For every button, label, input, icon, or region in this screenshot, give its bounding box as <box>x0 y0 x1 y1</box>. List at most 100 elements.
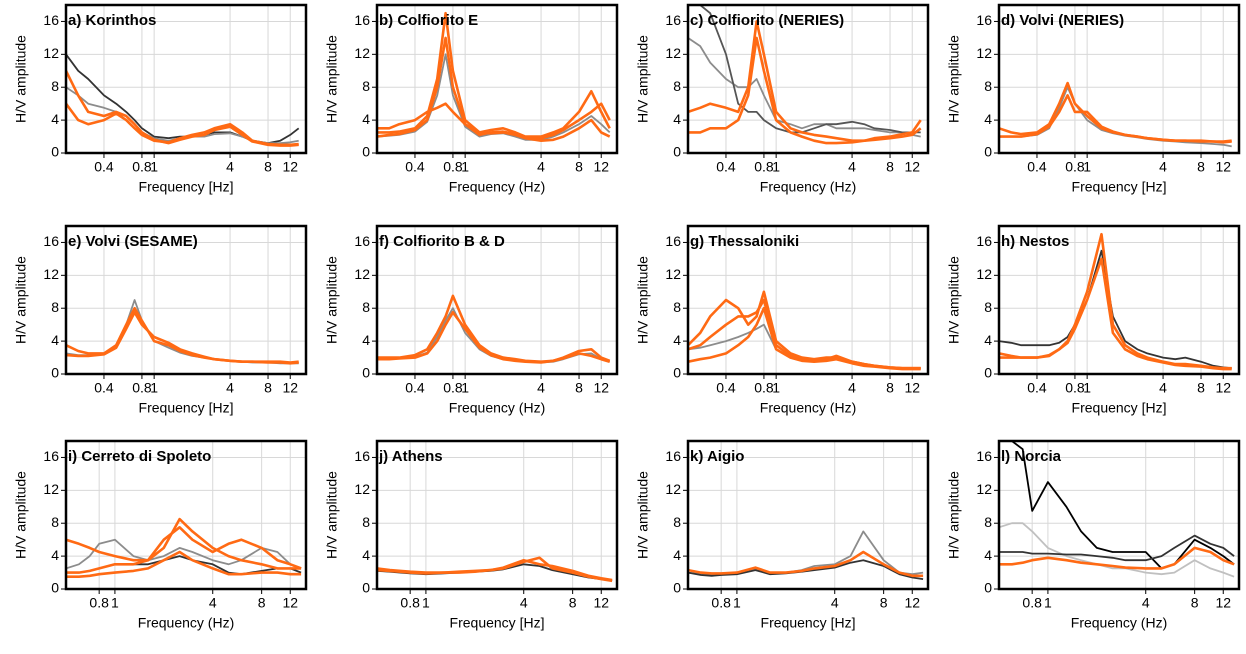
hv-curve <box>999 232 1232 370</box>
y-tick-label: 0 <box>362 580 370 596</box>
hv-curve <box>66 526 302 574</box>
y-tick-label: 0 <box>673 580 681 596</box>
panel-title: h) Nestos <box>1001 233 1069 250</box>
y-axis-label: H/V amplitude <box>324 471 340 559</box>
plot-frame <box>686 439 930 591</box>
plot-frame <box>997 224 1241 376</box>
x-tick-label: 4 <box>520 595 528 611</box>
x-axis-label: Frequency (Hz) <box>1071 615 1167 631</box>
plot-frame <box>997 439 1241 591</box>
plot-frame <box>64 439 308 591</box>
y-axis-label: H/V amplitude <box>946 35 962 123</box>
panel-title: a) Korinthos <box>68 12 156 29</box>
y-tick-label: 4 <box>984 547 992 563</box>
hv-curve <box>688 36 922 145</box>
y-tick-label: 8 <box>51 78 59 94</box>
panel-title: j) Athens <box>378 448 443 465</box>
hv-curve <box>66 53 300 144</box>
y-tick-label: 16 <box>976 12 992 28</box>
y-tick-label: 0 <box>673 144 681 160</box>
panel: 0 4 8 12 16 0.4 0.81 4 8 12 d) Volvi (NERIES) Frequ… <box>946 3 1241 195</box>
y-tick-label: 8 <box>51 299 59 315</box>
x-tick-label: 4 <box>1159 380 1167 396</box>
y-tick-label: 4 <box>51 332 59 348</box>
x-tick-label: 0.4 <box>1027 159 1047 175</box>
y-axis-label: H/V amplitude <box>946 256 962 344</box>
y-axis-label: H/V amplitude <box>635 35 651 123</box>
x-tick-label: 1 <box>422 595 430 611</box>
curves <box>377 11 611 142</box>
y-tick-label: 12 <box>665 266 681 282</box>
y-tick-label: 0 <box>984 365 992 381</box>
x-tick-label: 12 <box>904 380 920 396</box>
x-axis-label: Frequency [Hz] <box>761 615 856 631</box>
y-tick-label: 16 <box>976 448 992 464</box>
plot-frame <box>686 224 930 376</box>
curves <box>66 53 300 147</box>
y-axis-label: H/V amplitude <box>946 471 962 559</box>
hv-curve <box>377 311 611 364</box>
y-tick-label: 0 <box>51 580 59 596</box>
panel: 0 4 8 12 16 0.8 1 4 8 12 j) Athens Frequency [Hz] H/… <box>324 439 619 631</box>
panel-title: g) Thessaloniki <box>690 233 799 250</box>
x-axis-label: Frequency (Hz) <box>760 179 856 195</box>
y-tick-label: 0 <box>51 144 59 160</box>
x-axis-label: Frequency (Hz) <box>138 615 234 631</box>
panel: 0 4 8 12 16 0.4 0.81 4 8 12 b) Colfiorito E Frequen… <box>324 3 619 195</box>
y-tick-label: 0 <box>673 365 681 381</box>
y-tick-label: 4 <box>673 332 681 348</box>
x-tick-label: 0.8 <box>754 159 774 175</box>
x-tick-label: 12 <box>1215 159 1231 175</box>
x-tick-label: 12 <box>593 380 609 396</box>
x-tick-label: 8 <box>575 380 583 396</box>
x-tick-label: 1 <box>150 380 158 396</box>
x-tick-label: 0.4 <box>405 159 425 175</box>
plot-frame <box>997 3 1241 155</box>
x-tick-label: 4 <box>226 380 234 396</box>
x-axis-label: Frequency (Hz) <box>760 400 856 416</box>
curves <box>377 294 611 364</box>
panel: 0 4 8 12 16 0.4 0.81 4 8 12 e) Volvi (SESAME) Frequ… <box>13 224 308 416</box>
x-tick-label: 4 <box>209 595 217 611</box>
plot-frame <box>375 439 619 591</box>
y-tick-label: 16 <box>354 233 370 249</box>
hv-curve <box>688 306 921 371</box>
y-tick-label: 12 <box>976 481 992 497</box>
y-tick-label: 16 <box>976 233 992 249</box>
y-axis-label: H/V amplitude <box>635 471 651 559</box>
y-tick-label: 4 <box>362 332 370 348</box>
hv-curve <box>66 517 302 570</box>
y-tick-label: 4 <box>984 111 992 127</box>
y-tick-label: 16 <box>354 448 370 464</box>
y-tick-label: 4 <box>673 547 681 563</box>
x-tick-label: 4 <box>226 159 234 175</box>
x-tick-label: 1 <box>772 380 780 396</box>
hv-curve <box>688 290 921 370</box>
x-tick-label: 0.8 <box>443 159 463 175</box>
panel-title: k) Aigio <box>690 448 744 465</box>
y-tick-label: 8 <box>984 514 992 530</box>
y-tick-label: 0 <box>362 365 370 381</box>
x-tick-label: 1 <box>733 595 741 611</box>
y-tick-label: 4 <box>673 111 681 127</box>
x-tick-label: 4 <box>848 159 856 175</box>
y-tick-label: 4 <box>51 111 59 127</box>
y-axis-label: H/V amplitude <box>635 256 651 344</box>
hv-curve <box>66 70 299 147</box>
panel: 0 4 8 12 16 0.4 0.81 4 8 12 h) Nestos Frequency [Hz… <box>946 224 1241 416</box>
panel: 0 4 8 12 16 0.8 1 4 8 12 k) Aigio Frequency [Hz] H/V… <box>635 439 930 631</box>
hv-curve <box>999 94 1232 144</box>
y-tick-label: 4 <box>362 111 370 127</box>
y-axis-label: H/V amplitude <box>13 256 29 344</box>
x-axis-label: Frequency (Hz) <box>449 400 545 416</box>
y-tick-label: 4 <box>984 332 992 348</box>
x-tick-label: 0.4 <box>716 380 736 396</box>
x-axis-label: Frequency [Hz] <box>1072 400 1167 416</box>
x-tick-label: 0.4 <box>716 159 736 175</box>
panel-title: b) Colfiorito E <box>379 12 478 29</box>
hv-curve <box>66 538 302 570</box>
panel: 0 4 8 12 16 0.4 0.81 4 8 12 f) Colfiorito B & D Fre… <box>324 224 619 416</box>
y-tick-label: 8 <box>673 78 681 94</box>
x-axis-label: Frequency [Hz] <box>139 179 234 195</box>
x-tick-label: 0.8 <box>132 380 152 396</box>
